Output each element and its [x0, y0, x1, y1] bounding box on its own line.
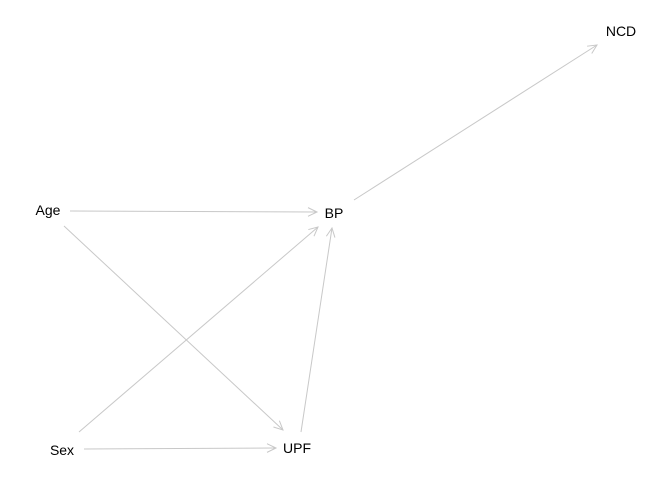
node-sex: Sex [50, 442, 74, 458]
node-bp: BP [325, 205, 344, 221]
arrowhead-icon [325, 226, 336, 238]
edges-layer [63, 44, 598, 453]
edge-upf-to-bp [300, 226, 336, 433]
edge-line [63, 225, 284, 431]
node-age: Age [36, 202, 61, 218]
edge-line [83, 447, 277, 450]
arrowhead-icon [273, 420, 284, 431]
edge-line [78, 226, 319, 433]
node-upf: UPF [283, 440, 311, 456]
nodes-layer: NCD Age BP Sex UPF [36, 23, 637, 458]
arrowhead-icon [587, 44, 598, 54]
edge-sex-to-bp [78, 226, 319, 433]
edge-line [300, 227, 333, 433]
node-ncd: NCD [606, 23, 636, 39]
edge-sex-to-upf [83, 443, 278, 453]
arrowhead-icon [308, 226, 319, 237]
arrowhead-icon [266, 443, 278, 453]
edge-line [353, 44, 598, 201]
arrowhead-icon [307, 207, 319, 217]
edge-line [69, 210, 318, 213]
edge-age-to-upf [63, 225, 284, 431]
edge-bp-to-ncd [353, 44, 598, 201]
edge-age-to-bp [69, 207, 319, 217]
